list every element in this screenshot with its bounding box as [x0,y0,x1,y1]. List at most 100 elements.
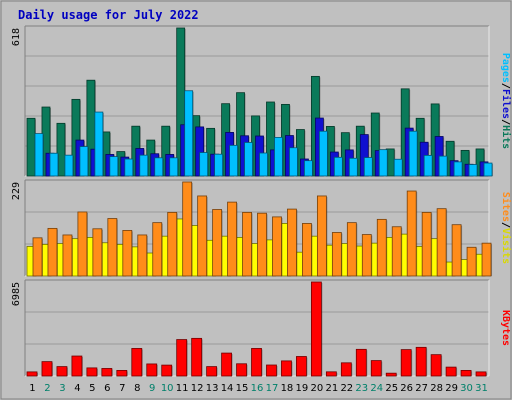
bar-pages-day-30 [468,164,478,177]
bar-sites-day-17 [272,216,282,277]
bar-sites-day-1 [32,237,43,277]
legend-separator: / [500,119,511,125]
bar-kbytes-day-10 [161,364,173,377]
bar-sites-day-29 [451,224,462,277]
bar-sites-day-19 [302,223,312,277]
bar-pages-day-14 [229,144,238,177]
bar-sites-day-24 [376,218,387,277]
bar-pages-day-26 [408,130,418,177]
chart-title: Daily usage for July 2022 [18,8,199,22]
x-tick-label-9: 9 [149,383,155,394]
x-tick-label-21: 21 [325,383,338,394]
bar-kbytes-day-19 [296,356,307,377]
bar-pages-day-16 [259,152,268,177]
bar-kbytes-day-15 [236,363,247,377]
bar-sites-day-27 [421,211,432,277]
bar-kbytes-day-30 [460,370,472,377]
bar-kbytes-day-9 [146,363,158,377]
bar-pages-day-11 [184,90,194,177]
bar-pages-day-20 [318,130,328,177]
bar-pages-day-23 [363,157,373,177]
x-tick-label-23: 23 [355,383,368,394]
bar-hits-day-1 [26,117,36,177]
bar-sites-day-23 [361,234,372,277]
x-tick-label-30: 30 [460,383,473,394]
series-legend: Pages/Files/Hits [500,53,512,149]
bar-kbytes-day-28 [430,354,442,377]
bar-sites-day-9 [152,222,163,277]
bar-sites-day-13 [212,209,223,277]
bar-kbytes-day-26 [400,349,412,377]
x-tick-label-25: 25 [385,383,398,394]
bar-pages-day-17 [274,137,283,177]
legend-visits: Visits [500,228,512,264]
y-max-label: 618 [11,28,22,46]
bar-kbytes-day-25 [385,372,397,377]
bar-sites-day-25 [391,226,402,277]
bar-sites-day-3 [62,234,73,277]
bar-kbytes-day-13 [206,366,218,377]
bar-sites-day-2 [47,227,58,277]
x-tick-label-20: 20 [311,383,324,394]
bar-sites-day-6 [107,218,118,277]
bar-sites-day-20 [316,195,327,277]
x-tick-label-8: 8 [134,383,140,394]
legend-separator: / [500,83,511,89]
bar-kbytes-day-18 [281,360,292,377]
legend-sites: Sites [500,192,512,222]
bar-pages-day-27 [423,155,433,177]
bar-pages-day-6 [109,156,119,177]
bar-hits-day-3 [56,122,66,177]
bar-sites-day-21 [331,232,342,277]
x-tick-label-5: 5 [89,383,95,394]
bar-sites-day-30 [466,246,477,277]
bar-sites-day-28 [436,208,447,277]
bar-sites-day-7 [122,230,133,277]
bar-kbytes-day-8 [131,348,143,377]
bar-kbytes-day-29 [445,366,457,377]
bar-pages-day-29 [453,161,463,177]
bar-sites-day-5 [92,228,103,277]
series-legend: Sites/Visits [500,192,512,264]
panel-2: 229 Sites/Visits [11,179,512,277]
legend-separator: / [500,222,511,228]
legend-kbytes: KBytes [500,310,511,346]
bar-kbytes-day-21 [325,371,337,377]
bar-kbytes-day-11 [176,339,188,377]
x-tick-label-15: 15 [236,383,249,394]
bar-sites-day-4 [77,211,88,277]
x-axis-day-labels: 1 2 3 4 5 6 7 8 9 10 11 12 13 14 15 16 17 18 19 20 21 22 23 24 2… [29,383,488,394]
x-tick-label-17: 17 [266,383,279,394]
x-tick-label-6: 6 [104,383,110,394]
x-tick-label-12: 12 [191,383,204,394]
x-tick-label-7: 7 [119,383,125,394]
bar-sites-day-11 [182,181,193,277]
series-sites [32,181,493,277]
bar-kbytes-day-1 [26,371,38,377]
bar-kbytes-day-31 [475,371,487,377]
x-tick-label-14: 14 [221,383,234,394]
bar-sites-day-31 [481,242,492,277]
bar-kbytes-day-5 [86,367,98,377]
bar-sites-day-12 [197,195,208,277]
bar-pages-day-24 [378,149,388,177]
bar-pages-day-12 [199,152,209,177]
x-tick-label-16: 16 [251,383,264,394]
bar-pages-day-2 [49,152,59,177]
bar-kbytes-day-3 [56,366,68,377]
bar-sites-day-16 [257,212,267,277]
x-tick-label-3: 3 [59,383,65,394]
bar-pages-day-15 [244,142,253,177]
x-tick-label-11: 11 [176,383,189,394]
series-visits [26,218,487,277]
bar-kbytes-day-4 [71,355,83,377]
bar-pages-day-13 [214,153,224,177]
bar-pages-day-18 [289,147,298,177]
bar-pages-day-4 [79,146,89,177]
bar-kbytes-day-2 [41,361,53,377]
bar-kbytes-day-23 [355,348,367,377]
bar-pages-day-8 [139,154,149,177]
bar-sites-day-15 [242,211,252,277]
